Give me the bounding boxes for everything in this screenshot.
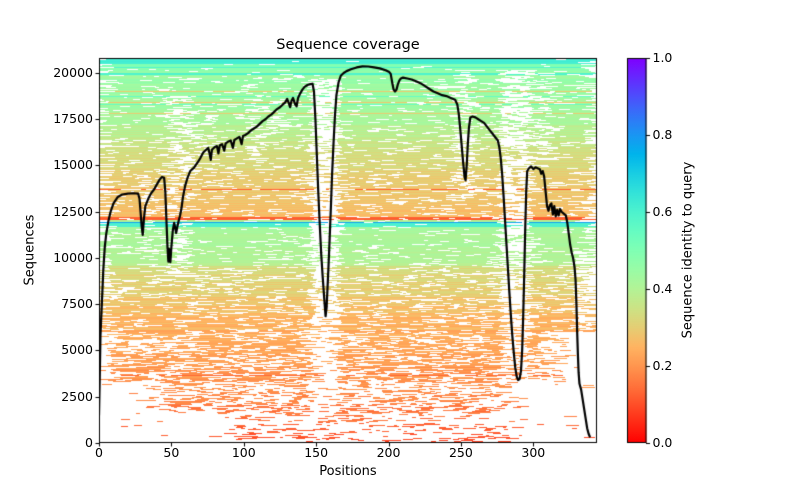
- x-tick-label: 50: [163, 445, 180, 460]
- y-tick-label: 5000: [61, 342, 93, 358]
- y-tick-label: 2500: [61, 388, 93, 404]
- chart-title: Sequence coverage: [276, 37, 420, 53]
- x-tick-label: 300: [521, 445, 546, 460]
- colorbar-tick-label: 0.2: [652, 357, 673, 373]
- x-tick-label: 250: [448, 445, 473, 460]
- colorbar-tick-label: 0.4: [652, 280, 673, 296]
- x-axis-label: Positions: [319, 464, 377, 479]
- y-tick-label: 7500: [61, 295, 93, 311]
- y-axis-label: Sequences: [22, 214, 38, 286]
- y-tick-label: 15000: [53, 157, 93, 173]
- colorbar-tick-label: 0.8: [652, 126, 673, 142]
- y-tick-label: 17500: [53, 110, 93, 126]
- colorbar-tick-label: 0.6: [652, 203, 673, 219]
- colorbar-tick-label: 0.0: [652, 434, 673, 450]
- y-tick-label: 12500: [53, 203, 93, 219]
- x-tick-label: 0: [95, 445, 103, 460]
- y-tick-label: 10000: [53, 249, 93, 265]
- x-tick-label: 150: [304, 445, 329, 460]
- y-tick-label: 20000: [53, 64, 93, 80]
- x-tick-label: 200: [376, 445, 401, 460]
- x-tick-label: 100: [231, 445, 256, 460]
- colorbar-tick-label: 1.0: [652, 49, 673, 65]
- y-tick-label: 0: [85, 434, 93, 450]
- colorbar-label: Sequence identity to query: [680, 161, 696, 339]
